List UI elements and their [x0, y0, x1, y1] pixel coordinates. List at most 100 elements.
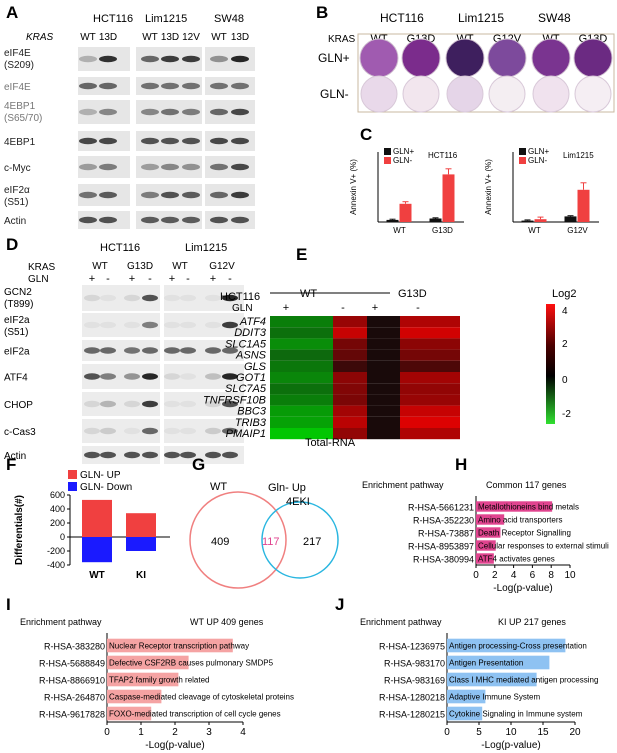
- heatmap-cell: [400, 338, 460, 350]
- blot-band: [210, 191, 228, 199]
- enrich-description: Antigen processing-Cross presentation: [449, 642, 587, 651]
- blot-strip: [205, 156, 255, 178]
- panel-d-lane-label: G12V: [209, 261, 235, 272]
- enrich-category: R-HSA-383280: [44, 642, 105, 652]
- blot-band: [142, 373, 158, 380]
- f-legend-swatch: [68, 470, 77, 479]
- panel-a-cell-line: HCT116: [93, 13, 133, 25]
- panel-a-lane-label: 13D: [99, 32, 117, 43]
- enrich-description: Antigen Presentation: [449, 659, 523, 668]
- blot-band: [222, 347, 238, 354]
- panel-d-lane-label: G13D: [127, 261, 153, 272]
- panel-e-letter: E: [296, 245, 307, 264]
- panel-d-gln-sign: +: [169, 273, 175, 285]
- enrich-category: R-HSA-983169: [384, 676, 445, 686]
- blot-band: [100, 427, 116, 435]
- blot-band: [124, 294, 140, 302]
- f-bar: [126, 513, 156, 537]
- blot-band: [205, 373, 221, 380]
- panel-d-row-sublabel: (S51): [4, 327, 28, 338]
- blot-band: [124, 427, 140, 435]
- enrich-tick-label: 4: [240, 727, 246, 738]
- enrich-subtitle: WT UP 409 genes: [190, 617, 264, 627]
- blot-band: [100, 400, 116, 408]
- legend-swatch: [384, 148, 391, 155]
- blot-strip: [82, 340, 160, 361]
- c-bar: [577, 189, 590, 222]
- blot-band: [222, 321, 238, 329]
- blot-band: [142, 347, 158, 354]
- heatmap-cell: [333, 383, 367, 395]
- e-gene-label: SLC7A5: [225, 383, 267, 395]
- heatmap-cell: [400, 372, 460, 384]
- enrich-bar: [107, 638, 233, 653]
- blot-band: [124, 373, 140, 380]
- venn-circle-wt: [189, 491, 287, 589]
- enrich-tick-label: 2: [172, 727, 178, 738]
- legend-label: GLN+: [393, 147, 414, 156]
- blot-band: [231, 137, 249, 145]
- panel-d-cell-line: Lim1215: [185, 242, 227, 254]
- heatmap-cell: [400, 416, 460, 428]
- enrich-subtitle: Common 117 genes: [486, 480, 567, 490]
- heatmap-cell: [367, 383, 400, 395]
- enrich-subtitle: KI UP 217 genes: [498, 617, 566, 627]
- enrich-tick-label: 20: [569, 727, 581, 738]
- blot-band: [141, 82, 159, 90]
- f-legend-swatch: [68, 482, 77, 491]
- e-gene-label: GOT1: [236, 372, 266, 384]
- blot-band: [182, 216, 200, 224]
- heatmap-cell: [400, 428, 460, 440]
- c-bar: [521, 220, 534, 222]
- enrich-bar: [447, 689, 486, 704]
- heatmap-cell: [270, 416, 333, 428]
- panel-b-kras-label: KRAS: [328, 34, 356, 45]
- e-gln-sign: -: [341, 302, 345, 314]
- well-gln-minus: [532, 75, 570, 113]
- enrich-xlabel: -Log(p-value): [145, 740, 204, 751]
- heatmap-cell: [367, 372, 400, 384]
- blot-band: [210, 55, 228, 63]
- blot-band: [99, 216, 117, 224]
- enrich-tick-label: 15: [537, 727, 549, 738]
- panel-i-enrichment: I Enrichment pathway WT UP 409 genes R-HSA…: [6, 595, 294, 751]
- enrich-bar: [476, 553, 494, 564]
- legend-title: Log2: [552, 288, 576, 300]
- blot-band: [79, 216, 97, 224]
- c-bar: [399, 203, 412, 222]
- heatmap-cell: [270, 316, 333, 328]
- blot-band: [222, 400, 238, 408]
- heatmap-cell: [333, 372, 367, 384]
- blot-band: [231, 55, 249, 63]
- panel-d-gln-sign: +: [89, 273, 95, 285]
- panel-d-gln-sign: +: [210, 273, 216, 285]
- blot-strip: [205, 184, 255, 206]
- f-category: KI: [136, 570, 146, 581]
- blot-band: [124, 400, 140, 408]
- c-bar: [442, 174, 455, 222]
- enrich-tick-label: 10: [564, 570, 576, 581]
- f-legend-label: GLN- UP: [80, 470, 121, 481]
- blot-band: [99, 137, 117, 145]
- panel-d-row-label: eIF2a: [4, 347, 30, 358]
- e-gene-label: PMAIP1: [226, 428, 266, 440]
- panel-d-row-label: c-Cas3: [4, 427, 36, 438]
- blot-band: [161, 163, 179, 171]
- blot-strip: [164, 340, 244, 361]
- f-legend-label: GLN- Down: [80, 482, 132, 493]
- panel-d-row-label: GCN2: [4, 287, 32, 298]
- heatmap-cell: [400, 327, 460, 339]
- enrich-title: Enrichment pathway: [20, 617, 102, 627]
- blot-band: [231, 191, 249, 199]
- panel-b-cell-line: SW48: [538, 11, 571, 25]
- blot-band: [84, 321, 100, 329]
- blot-band: [180, 400, 196, 408]
- enrich-bar: [107, 672, 179, 687]
- panel-d-kras-label: KRAS: [28, 262, 56, 273]
- venn-count-wt-only: 409: [211, 536, 229, 548]
- enrich-tick-label: 0: [444, 727, 450, 738]
- legend-label: GLN-: [393, 156, 412, 165]
- blot-band: [205, 427, 221, 435]
- blot-strip: [164, 446, 244, 464]
